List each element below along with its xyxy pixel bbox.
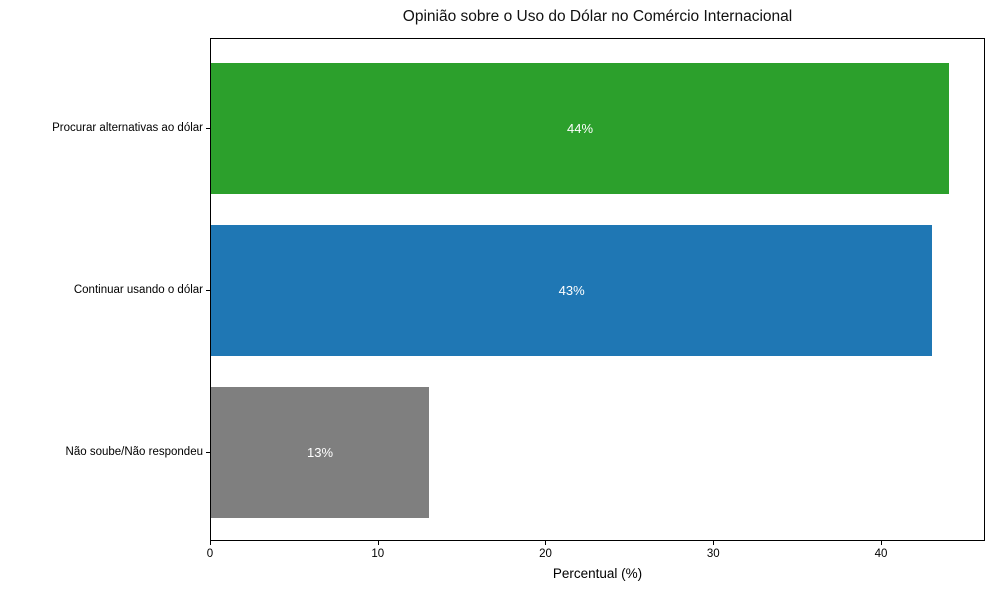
x-tick-mark-4 xyxy=(880,541,882,545)
x-tick-mark-1 xyxy=(377,541,379,545)
y-tick-mark-2 xyxy=(206,451,210,453)
bar-0: 44% xyxy=(211,63,950,194)
y-tick-mark-0 xyxy=(206,127,210,129)
bar-value-label-1: 43% xyxy=(558,283,585,298)
bar-value-label-2: 13% xyxy=(307,445,334,460)
x-axis-label: Percentual (%) xyxy=(552,566,643,581)
x-tick-label-3: 30 xyxy=(706,548,720,560)
x-tick-label-1: 10 xyxy=(371,548,385,560)
x-tick-label-2: 20 xyxy=(539,548,552,560)
x-tick-mark-3 xyxy=(713,541,715,545)
chart-title: Opinião sobre o Uso do Dólar no Comércio… xyxy=(402,8,793,25)
y-tick-label-2: Não soube/Não respondeu xyxy=(65,445,203,458)
y-tick-mark-1 xyxy=(206,289,210,291)
y-tick-label-0: Procurar alternativas ao dólar xyxy=(52,121,203,134)
bar-1: 43% xyxy=(211,225,933,356)
plot-area: 44% 43% 13% xyxy=(210,38,985,541)
x-tick-label-0: 0 xyxy=(206,548,214,560)
bar-2: 13% xyxy=(211,387,430,518)
x-tick-mark-0 xyxy=(210,541,211,545)
y-tick-label-1: Continuar usando o dólar xyxy=(73,283,203,296)
x-tick-label-4: 40 xyxy=(874,548,888,560)
x-tick-mark-2 xyxy=(545,541,547,545)
bar-value-label-0: 44% xyxy=(567,121,594,136)
